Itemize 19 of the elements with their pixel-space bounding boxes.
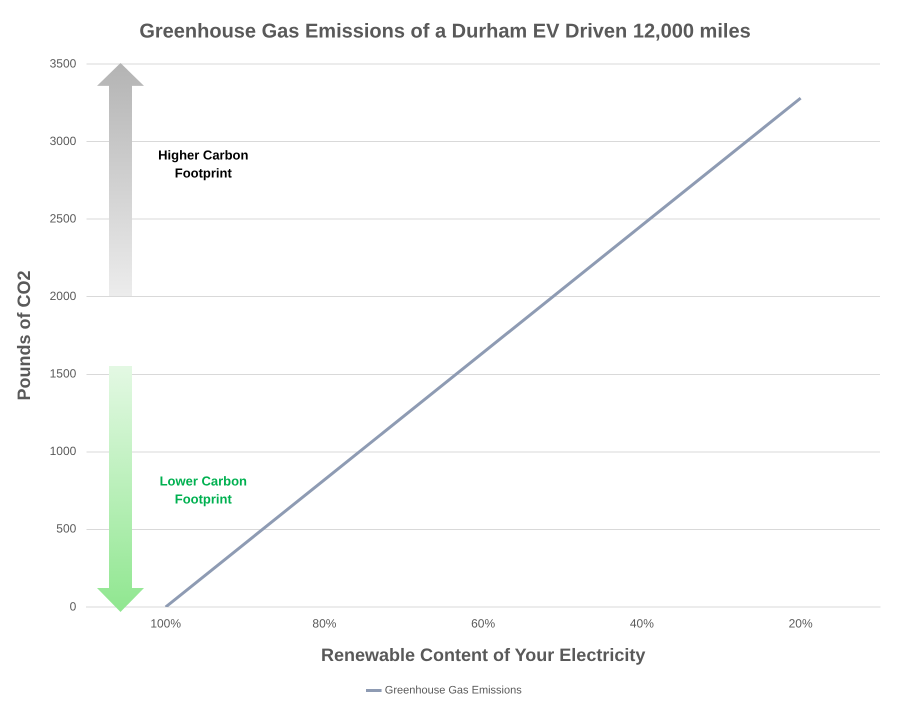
x-tick-label: 100% (150, 616, 182, 631)
y-tick-label: 2500 (50, 211, 77, 226)
y-axis-title: Pounds of CO2 (14, 270, 34, 400)
x-tick-label: 40% (630, 616, 654, 631)
annotation: Lower Carbon Footprint (160, 473, 248, 506)
x-tick-label: 60% (471, 616, 496, 631)
x-tick-label: 80% (312, 616, 337, 631)
y-tick-label: 2000 (50, 289, 77, 304)
legend-label: Greenhouse Gas Emissions (384, 684, 522, 697)
chart-title: Greenhouse Gas Emissions of a Durham EV Driven 12,000 miles (139, 20, 751, 43)
annotation: Higher Carbon Footprint (158, 148, 248, 181)
y-tick-label: 1000 (50, 444, 77, 458)
y-tick-label: 1500 (50, 366, 77, 381)
y-tick-label: 500 (56, 522, 77, 536)
y-tick-label: 3500 (50, 56, 77, 70)
y-tick-label: 0 (70, 599, 77, 614)
y-tick-label: 3000 (50, 134, 77, 148)
x-axis-title: Renewable Content of Your Electricity (320, 645, 646, 666)
x-tick-label: 20% (788, 616, 813, 631)
